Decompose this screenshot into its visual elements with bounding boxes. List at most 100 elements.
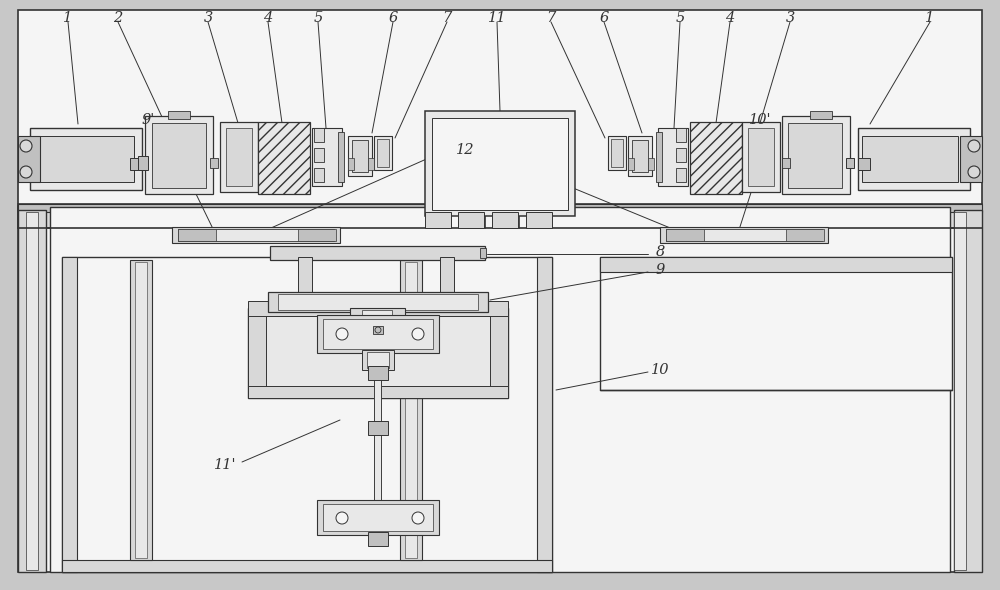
Circle shape [968,166,980,178]
Bar [145,116,213,194]
Bar [270,246,485,260]
Bar [782,158,790,168]
Bar [26,212,38,570]
Bar [480,248,486,258]
Bar [526,212,552,228]
Text: 6: 6 [599,11,609,25]
Bar [690,122,742,194]
Text: 11: 11 [488,11,506,25]
Bar [440,257,454,295]
Text: 7: 7 [546,11,556,25]
Bar [658,128,688,186]
Bar [374,375,381,505]
Bar [317,315,439,353]
Text: 8: 8 [655,245,665,259]
Text: 7: 7 [442,11,452,25]
Bar [788,123,842,188]
Bar [172,227,340,243]
Bar [317,500,439,535]
Bar [298,257,312,295]
Bar [954,210,982,572]
Bar [18,204,982,212]
Bar [348,136,372,176]
Bar [954,212,966,570]
Bar [298,229,336,241]
Bar [314,148,324,162]
Bar [810,111,832,119]
Circle shape [336,512,348,524]
Bar [268,292,488,312]
Bar [62,257,77,572]
Bar [608,136,626,170]
Bar [248,308,508,398]
Bar [432,118,568,210]
Bar [742,122,780,192]
Bar [348,158,354,170]
Bar [258,122,310,194]
Bar [314,128,324,142]
Text: 9: 9 [655,263,665,277]
Circle shape [375,327,381,333]
Text: 5: 5 [313,11,323,25]
Text: 2: 2 [113,11,123,25]
Bar [660,227,828,243]
Bar [220,122,258,192]
Bar [628,136,652,176]
Bar [130,260,152,560]
Bar [400,260,422,560]
Bar [178,229,216,241]
Text: 10': 10' [749,113,771,127]
Bar [152,123,206,188]
Bar [367,352,389,368]
Bar [362,350,394,370]
Bar [600,257,952,272]
Text: 12: 12 [456,143,474,157]
Bar [18,210,46,572]
Bar [666,229,704,241]
Bar [676,148,686,162]
Text: 4: 4 [263,11,273,25]
Bar [248,386,508,398]
Bar [368,158,374,170]
Bar [138,156,148,170]
Bar [782,116,850,194]
Bar [178,229,334,241]
Circle shape [20,166,32,178]
Bar [18,206,982,228]
Bar [312,128,342,186]
Bar [656,132,662,182]
Bar [537,257,552,572]
Bar [38,136,134,182]
Bar [18,136,40,182]
Bar [676,168,686,182]
Bar [492,212,518,228]
Text: 4: 4 [725,11,735,25]
Bar [368,532,388,546]
Text: 1: 1 [63,11,73,25]
Bar [352,140,368,172]
Bar [350,308,405,330]
Bar [368,366,388,380]
Circle shape [968,140,980,152]
Text: 9': 9' [141,113,155,127]
Bar [278,294,478,310]
Text: 6: 6 [388,11,398,25]
Bar [373,326,383,334]
Circle shape [412,512,424,524]
Text: 5: 5 [675,11,685,25]
Bar [666,229,822,241]
Bar [632,140,648,172]
Bar [374,136,392,170]
Bar [226,128,252,186]
Bar [960,136,982,182]
Bar [648,158,654,170]
Text: 3: 3 [785,11,795,25]
Text: 3: 3 [203,11,213,25]
Bar [676,128,686,142]
Circle shape [20,140,32,152]
Bar [846,158,854,168]
Bar [338,132,344,182]
Bar [210,158,218,168]
Bar [600,257,952,390]
Bar [362,310,392,328]
